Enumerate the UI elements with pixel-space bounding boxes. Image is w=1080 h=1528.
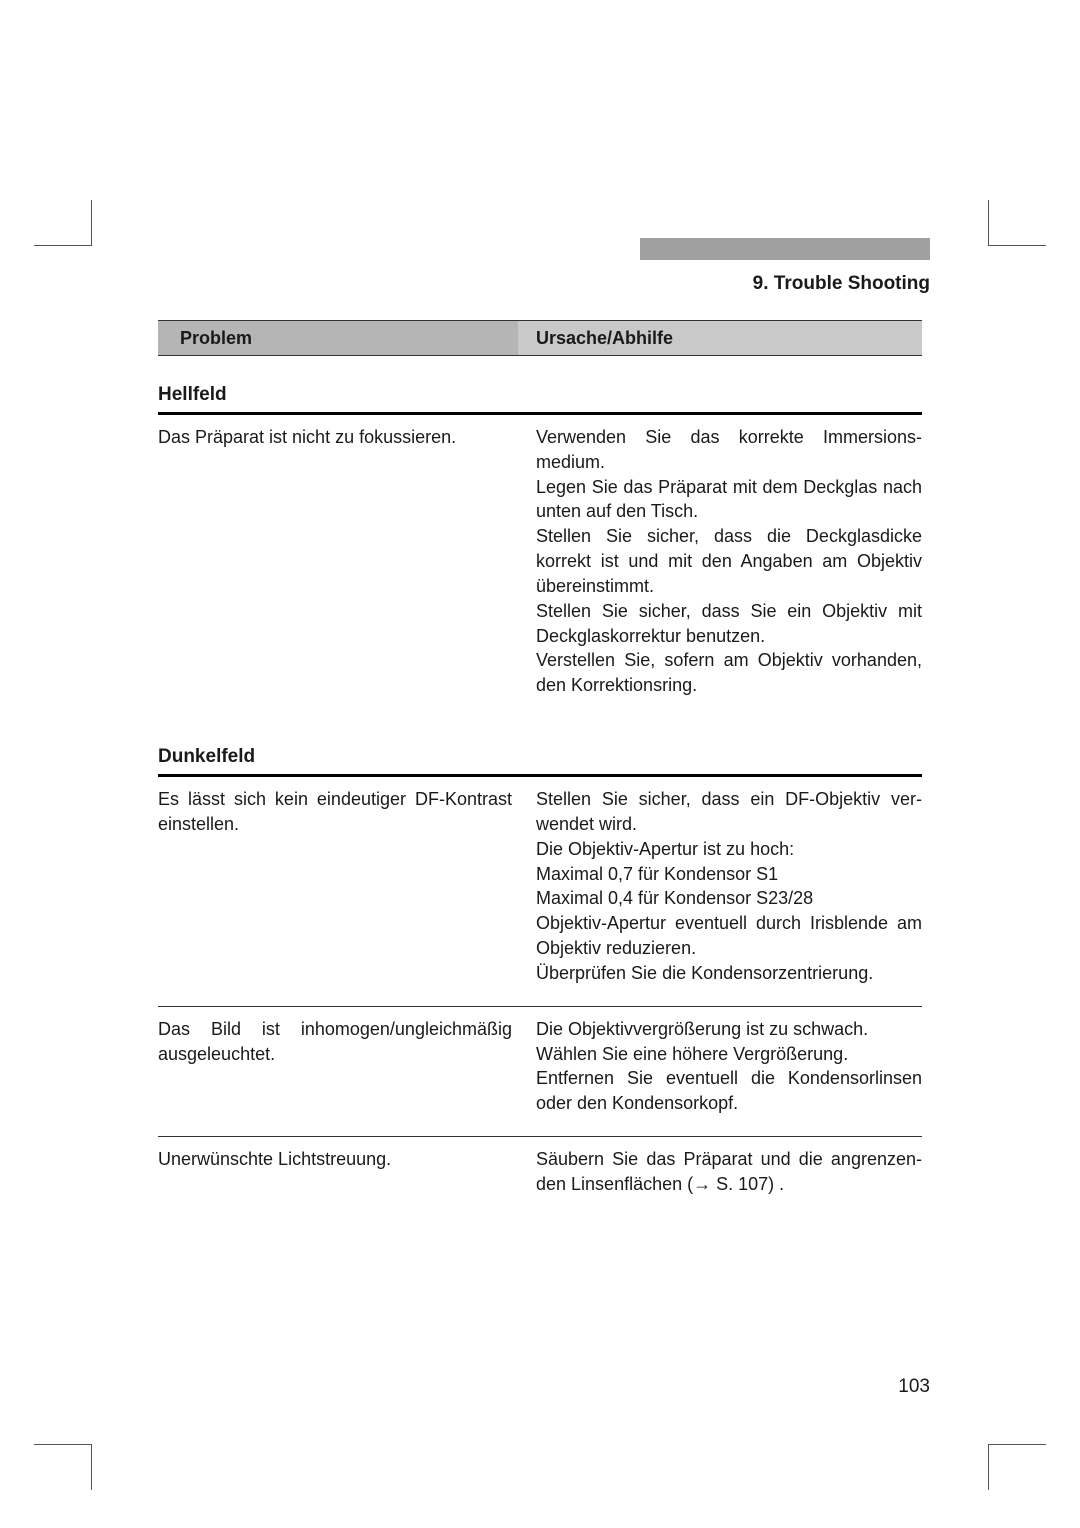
cell-cause: Die Objektivvergrößerung ist zu schwach.…	[536, 1017, 922, 1116]
crop-mark-top-right	[988, 200, 1034, 246]
table-header: Problem Ursache/Abhilfe	[158, 321, 922, 355]
crop-mark-bottom-left	[46, 1444, 92, 1490]
table-row: Das Bild ist inhomogen/ungleichmäßig aus…	[158, 1007, 922, 1136]
table-row: Unerwünschte Lichtstreuung. Säubern Sie …	[158, 1137, 922, 1217]
crop-mark-top-left	[46, 200, 92, 246]
page-content: Problem Ursache/Abhilfe Hellfeld Das Prä…	[158, 320, 922, 1217]
chapter-title: 9. Trouble Shooting	[753, 273, 930, 295]
page-number: 103	[898, 1376, 930, 1398]
cell-problem: Unerwünschte Lichtstreuung.	[158, 1147, 536, 1197]
table-row: Es lässt sich kein eindeutiger DF-Kontra…	[158, 777, 922, 1006]
section-title-hellfeld: Hellfeld	[158, 384, 922, 406]
rule	[158, 355, 922, 356]
header-accent-bar	[640, 238, 930, 260]
section-title-dunkelfeld: Dunkelfeld	[158, 746, 922, 768]
cell-problem: Das Präparat ist nicht zu fokussieren.	[158, 425, 536, 698]
column-header-problem: Problem	[158, 321, 518, 355]
cell-cause: Säubern Sie das Präparat und die angrenz…	[536, 1147, 922, 1197]
cell-problem: Das Bild ist inhomogen/ungleichmäßig aus…	[158, 1017, 536, 1116]
column-header-cause: Ursache/Abhilfe	[518, 328, 922, 349]
cell-problem: Es lässt sich kein eindeutiger DF-Kontra…	[158, 787, 536, 986]
crop-mark-bottom-right	[988, 1444, 1034, 1490]
cell-cause: Verwenden Sie das korrekte Immersions­me…	[536, 425, 922, 698]
table-row: Das Präparat ist nicht zu fokussieren. V…	[158, 415, 922, 718]
cell-cause: Stellen Sie sicher, dass ein DF-Objektiv…	[536, 787, 922, 986]
